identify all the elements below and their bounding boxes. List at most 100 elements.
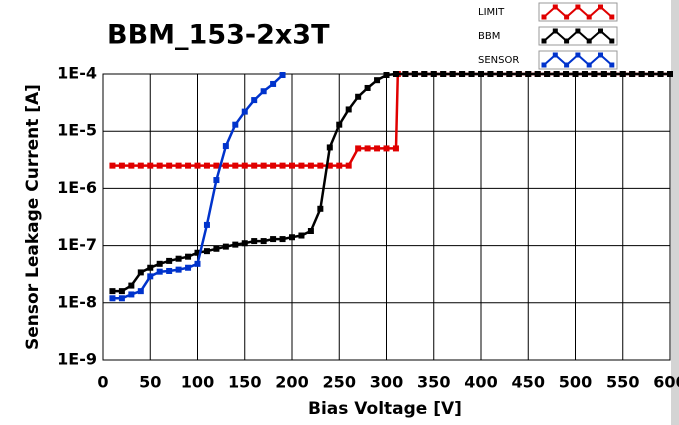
marker bbox=[232, 121, 239, 128]
marker bbox=[421, 71, 428, 77]
marker bbox=[166, 267, 173, 274]
marker bbox=[137, 288, 144, 295]
marker bbox=[468, 71, 475, 77]
marker bbox=[496, 71, 503, 77]
marker bbox=[355, 93, 362, 100]
legend-swatch-marker bbox=[598, 52, 603, 58]
legend-swatch-marker bbox=[564, 14, 570, 20]
legend-label: BBM bbox=[478, 31, 500, 42]
x-tick-label: 150 bbox=[228, 373, 261, 392]
legend-swatch-marker bbox=[586, 62, 592, 68]
marker bbox=[222, 162, 229, 169]
y-tick-label: 1E-7 bbox=[57, 235, 97, 254]
marker bbox=[657, 71, 664, 77]
marker bbox=[270, 236, 277, 243]
legend-swatch-marker bbox=[609, 38, 615, 44]
marker bbox=[487, 71, 494, 77]
legend-swatch-marker bbox=[564, 38, 570, 44]
marker bbox=[478, 71, 484, 77]
x-tick-label: 100 bbox=[181, 373, 214, 392]
marker bbox=[629, 71, 636, 77]
marker bbox=[128, 282, 135, 289]
marker bbox=[449, 71, 456, 77]
legend-swatch-marker bbox=[586, 14, 592, 20]
marker bbox=[534, 71, 541, 77]
legend-swatch-marker bbox=[552, 28, 558, 34]
marker bbox=[185, 253, 192, 260]
marker bbox=[270, 80, 277, 87]
marker bbox=[260, 238, 267, 245]
marker bbox=[118, 288, 125, 295]
marker bbox=[185, 264, 192, 271]
legend-swatch-marker bbox=[609, 62, 615, 68]
marker bbox=[279, 72, 286, 79]
y-tick-label: 1E-5 bbox=[57, 121, 97, 140]
marker bbox=[270, 162, 277, 169]
marker bbox=[355, 145, 362, 152]
marker bbox=[525, 71, 532, 77]
marker bbox=[251, 162, 258, 169]
x-tick-label: 200 bbox=[275, 373, 308, 392]
marker bbox=[128, 291, 135, 298]
marker bbox=[459, 71, 466, 77]
marker bbox=[194, 260, 201, 267]
marker bbox=[232, 162, 239, 169]
marker bbox=[175, 162, 182, 169]
legend-swatch-box bbox=[538, 26, 618, 46]
x-tick-label: 450 bbox=[512, 373, 545, 392]
marker bbox=[147, 273, 154, 280]
legend-swatch-marker bbox=[575, 52, 581, 58]
marker bbox=[336, 121, 343, 128]
marker bbox=[166, 257, 173, 264]
marker bbox=[307, 227, 314, 234]
legend-label: SENSOR bbox=[478, 55, 519, 66]
x-tick-label: 0 bbox=[97, 373, 108, 392]
marker bbox=[336, 162, 343, 169]
marker bbox=[279, 236, 286, 243]
marker bbox=[506, 71, 513, 77]
marker bbox=[600, 71, 607, 77]
y-tick-label: 1E-9 bbox=[57, 350, 97, 369]
marker bbox=[156, 260, 163, 267]
marker bbox=[411, 71, 418, 77]
legend-swatch-marker bbox=[541, 38, 547, 44]
y-tick-label: 1E-4 bbox=[57, 64, 97, 83]
marker bbox=[619, 71, 626, 77]
marker bbox=[402, 71, 409, 77]
marker bbox=[374, 145, 381, 152]
legend-swatch-marker bbox=[541, 62, 547, 68]
marker bbox=[298, 162, 305, 169]
marker bbox=[156, 268, 163, 275]
marker bbox=[392, 71, 399, 77]
marker bbox=[213, 162, 220, 169]
marker bbox=[279, 162, 286, 169]
marker bbox=[185, 162, 192, 169]
marker bbox=[563, 71, 570, 77]
marker bbox=[109, 288, 116, 295]
legend-swatch-box bbox=[538, 50, 618, 70]
marker bbox=[147, 264, 154, 271]
marker bbox=[260, 88, 267, 95]
marker bbox=[440, 71, 447, 77]
marker bbox=[345, 106, 352, 113]
marker bbox=[194, 249, 201, 256]
marker bbox=[128, 162, 135, 169]
marker bbox=[383, 145, 390, 152]
marker bbox=[383, 72, 390, 79]
legend-swatch-marker bbox=[541, 14, 547, 20]
legend-swatch-marker bbox=[575, 28, 581, 34]
marker bbox=[572, 71, 579, 77]
marker bbox=[203, 162, 210, 169]
y-tick-label: 1E-8 bbox=[57, 292, 97, 311]
x-axis-label: Bias Voltage [V] bbox=[308, 399, 462, 419]
window-edge bbox=[671, 0, 679, 425]
marker bbox=[222, 143, 229, 150]
x-tick-label: 550 bbox=[606, 373, 639, 392]
marker bbox=[118, 295, 125, 302]
marker bbox=[345, 162, 352, 169]
x-tick-label: 500 bbox=[559, 373, 592, 392]
marker bbox=[213, 245, 220, 252]
legend-label: LIMIT bbox=[478, 7, 505, 18]
legend-swatch-marker bbox=[609, 14, 615, 20]
marker bbox=[175, 255, 182, 262]
